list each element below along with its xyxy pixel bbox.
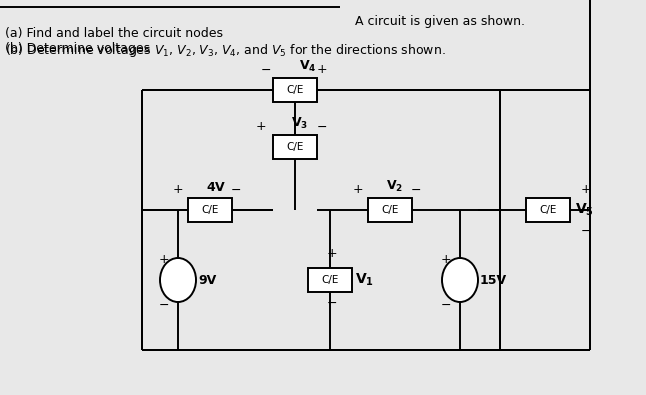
Text: C/E: C/E	[381, 205, 399, 215]
Text: $+$: $+$	[352, 183, 364, 196]
Bar	[273, 135, 317, 159]
Text: C/E: C/E	[539, 205, 557, 215]
Text: C/E: C/E	[286, 142, 304, 152]
Text: $+$: $+$	[317, 63, 328, 76]
Text: C/E: C/E	[202, 205, 219, 215]
Text: $-$: $-$	[441, 298, 452, 311]
Text: A circuit is given as shown.: A circuit is given as shown.	[355, 15, 525, 28]
Text: (b) Determine voltages: (b) Determine voltages	[5, 42, 154, 55]
Text: $-$: $-$	[326, 296, 338, 309]
Text: $\mathbf{V_2}$: $\mathbf{V_2}$	[386, 179, 403, 194]
Text: $\mathbf{V_3}$: $\mathbf{V_3}$	[291, 116, 308, 131]
Text: $+$: $+$	[158, 253, 170, 266]
Bar	[273, 78, 317, 102]
Text: (b) Determine voltages $V_1$, $V_2$, $V_3$, $V_4$, and $V_5$ for the directions : (b) Determine voltages $V_1$, $V_2$, $V_…	[5, 42, 446, 59]
Text: 9V: 9V	[198, 273, 216, 286]
Ellipse shape	[442, 258, 478, 302]
Text: C/E: C/E	[286, 85, 304, 95]
Text: $+$: $+$	[441, 253, 452, 266]
Text: $\mathbf{V_4}$: $\mathbf{V_4}$	[299, 59, 317, 74]
Text: $+$: $+$	[326, 247, 338, 260]
Text: $-$: $-$	[158, 298, 169, 311]
Text: C/E: C/E	[321, 275, 339, 285]
Text: $-$: $-$	[410, 183, 422, 196]
Text: $+$: $+$	[580, 183, 592, 196]
Text: $-$: $-$	[260, 63, 271, 76]
Text: 15V: 15V	[480, 273, 507, 286]
Bar	[188, 198, 232, 222]
Text: $-$: $-$	[317, 120, 328, 133]
Bar	[308, 268, 352, 292]
Text: (a) Find and label the circuit nodes: (a) Find and label the circuit nodes	[5, 27, 223, 40]
Text: $+$: $+$	[255, 120, 267, 133]
Text: $+$: $+$	[172, 183, 183, 196]
Text: $\mathbf{4V}$: $\mathbf{4V}$	[206, 181, 226, 194]
Bar	[526, 198, 570, 222]
Bar	[368, 198, 412, 222]
Text: $-$: $-$	[581, 224, 592, 237]
Text: $\mathbf{V_1}$: $\mathbf{V_1}$	[355, 272, 374, 288]
Text: $-$: $-$	[231, 183, 242, 196]
Ellipse shape	[160, 258, 196, 302]
Text: $\mathbf{V_5}$: $\mathbf{V_5}$	[575, 202, 594, 218]
